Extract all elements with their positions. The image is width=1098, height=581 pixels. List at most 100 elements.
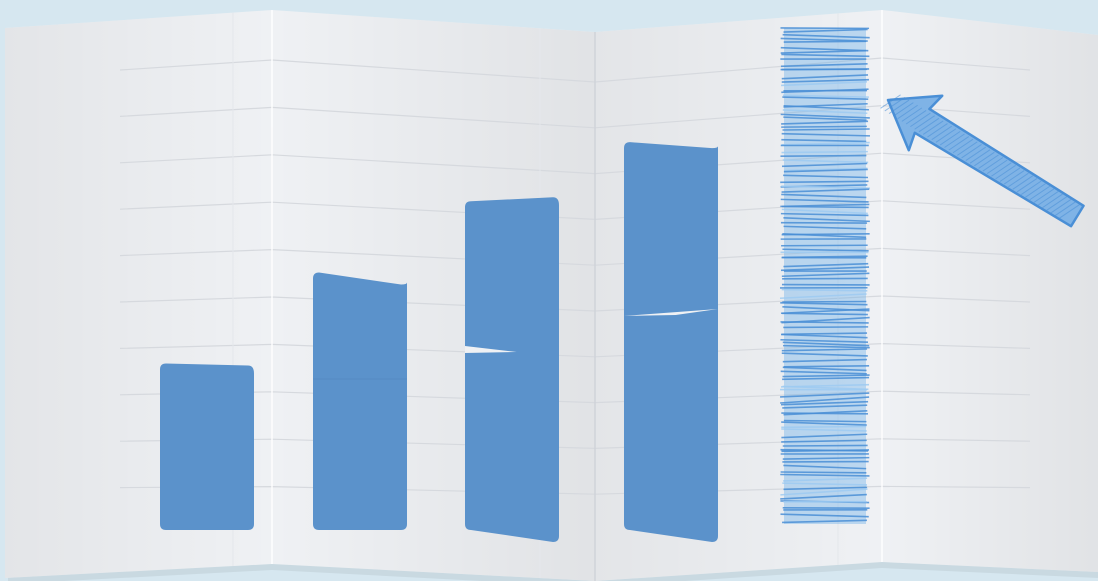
- bar-scribble-stroke: [780, 333, 868, 339]
- bar-scribble-stroke: [780, 400, 869, 406]
- arrow-hatch-stroke: [961, 144, 982, 159]
- arrow-hatch-stroke: [939, 130, 961, 146]
- bar-scribble-stroke: [781, 80, 867, 87]
- bar-rect: [160, 363, 254, 530]
- bar-scribble-stroke: [781, 421, 867, 426]
- arrow-hatch-stroke: [982, 157, 1004, 172]
- bar-scribble-stroke: [780, 471, 867, 474]
- arrow-hatch-stroke: [1029, 185, 1051, 201]
- arrow-annotation: [880, 94, 1085, 228]
- arrow-hatch-stroke: [995, 164, 1016, 180]
- bar-scribble-stroke: [781, 150, 868, 154]
- bar-scribble-stroke: [783, 28, 868, 33]
- bar-scribble-stroke: [781, 120, 869, 125]
- arrow-hatch-stroke: [965, 146, 987, 161]
- bar-scribble-stroke: [782, 444, 868, 447]
- bar-scribble-stroke: [781, 439, 867, 443]
- bar-scribble-stroke: [783, 167, 868, 172]
- bar-scribble-stroke: [781, 185, 870, 189]
- bar-series: [160, 27, 870, 543]
- arrow-hatching: [880, 94, 1080, 219]
- bar-scribble-stroke: [780, 392, 870, 398]
- bar-scribble-stroke: [780, 113, 870, 119]
- arrow-hatch-stroke: [1050, 198, 1072, 214]
- arrow-hatch-stroke: [905, 110, 927, 125]
- bar-scribble-stroke: [780, 198, 869, 203]
- bar-scribble-stroke: [780, 338, 869, 343]
- bar-scribble-stroke: [780, 212, 869, 217]
- bar-scribble-stroke: [781, 88, 869, 94]
- bar-scribble-stroke: [781, 449, 870, 453]
- arrow-hatch-stroke: [974, 151, 995, 167]
- arrow-shape: [886, 94, 1085, 228]
- bar-scribble-stroke: [781, 272, 870, 278]
- bar-scribble-stroke: [780, 302, 868, 306]
- arrow-hatch-stroke: [901, 107, 923, 122]
- bar: [624, 142, 718, 542]
- arrow-hatch-stroke: [1055, 201, 1076, 216]
- bar-scribble-stroke: [780, 46, 869, 52]
- bar-scribble-stroke: [780, 396, 870, 404]
- bar-rect: [465, 197, 559, 543]
- bar-scribble-stroke: [781, 125, 867, 128]
- arrow-hatch-stroke: [914, 115, 935, 130]
- bar-scribble-stroke: [781, 332, 868, 336]
- bar: [465, 197, 559, 543]
- arrow-hatch-stroke: [969, 149, 991, 164]
- bar-scribble-stroke: [782, 519, 867, 524]
- arrow-hatch-stroke: [1020, 180, 1042, 195]
- bar-fold-notch: [465, 346, 517, 353]
- bar-scribble-stroke: [781, 132, 870, 137]
- bar-scribble-stroke: [782, 385, 869, 391]
- bar-scribble-stroke: [780, 37, 868, 42]
- bar-scribble-stroke: [780, 180, 869, 184]
- bar-scribble-stroke: [782, 233, 867, 239]
- arrow-hatch-stroke: [918, 117, 940, 133]
- bar-scribble-stroke: [781, 312, 868, 316]
- bar-highlighted: [779, 27, 870, 524]
- arrow-hatch-stroke: [888, 99, 910, 114]
- bar-rect: [313, 272, 407, 530]
- bar-rect: [624, 142, 718, 542]
- bar-scribble-stroke: [781, 188, 870, 193]
- arrow-hatch-stroke: [952, 138, 974, 154]
- bar-scribble-stroke: [782, 482, 868, 486]
- arrow-hatch-stroke: [880, 94, 901, 109]
- arrow-hatch-stroke: [1059, 204, 1080, 219]
- arrow-hatch-stroke: [957, 141, 978, 156]
- bar-scribble-stroke: [783, 116, 867, 122]
- bar-scribble-stroke: [781, 162, 868, 168]
- arrow-hatch-stroke: [1012, 175, 1034, 190]
- arrow-hatch-stroke: [986, 159, 1008, 175]
- bar-scribble-stroke: [781, 78, 869, 83]
- bar-scribble-stroke: [782, 374, 870, 378]
- bar-scribble-stroke: [780, 308, 870, 315]
- arrow-hatch-stroke: [1042, 193, 1063, 209]
- bar-scribble-stroke: [781, 141, 870, 146]
- arrow-hatch-stroke: [1025, 183, 1046, 198]
- arrow-hatch-stroke: [927, 123, 948, 138]
- bar-scribble-stroke: [783, 477, 868, 482]
- bar-scribble-stroke: [781, 352, 868, 357]
- arrow-hatch-stroke: [999, 167, 1021, 182]
- bar-scribble-stroke: [782, 109, 868, 115]
- bar-scribble-stroke: [781, 74, 869, 80]
- bar-scribble-stroke: [783, 262, 869, 268]
- arrow-hatch-stroke: [922, 120, 944, 135]
- bar-scribble-stroke: [781, 428, 867, 432]
- bar-scribble-stroke: [781, 425, 867, 429]
- bar-scribble-stroke: [780, 493, 867, 500]
- bar-scribble-stroke: [780, 488, 868, 496]
- bar-scribble-stroke: [781, 288, 868, 292]
- bar-scribble-stroke: [781, 53, 870, 58]
- bar-scribble-stroke: [780, 370, 867, 375]
- bar-scribble-stroke: [780, 154, 867, 157]
- bar-scribble-stroke: [782, 366, 867, 372]
- bar-scribble-stroke: [782, 358, 867, 363]
- bar-scribble-stroke: [783, 174, 869, 179]
- bar-scribble-stroke: [783, 364, 870, 368]
- bar-scribble-stroke: [781, 208, 868, 215]
- bar-scribble-stroke: [783, 464, 867, 470]
